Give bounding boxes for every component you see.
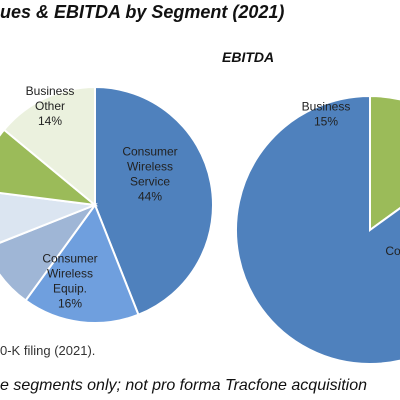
ebitda-pie-title: EBITDA — [222, 49, 275, 65]
footnote: e segments only; not pro forma Tracfone … — [0, 377, 367, 394]
pie2-slice-0 — [369, 94, 400, 232]
pie1-slice-2 — [0, 202, 98, 302]
pie1-slice-5 — [2, 85, 96, 208]
pie1-slice-3 — [0, 191, 96, 244]
pie2-slice-0-label: Business 15% — [302, 100, 351, 129]
pie2-slice-1-label: Co — [385, 244, 400, 258]
pie1-slice-1 — [24, 202, 140, 324]
pie1-slice-0 — [94, 85, 215, 317]
ebitda-pie: Business 15% Co — [235, 94, 400, 365]
pie1-slice-1-label: Consumer Wireless Equip. 16% — [42, 252, 97, 311]
source-note: 0-K filing (2021). — [0, 343, 96, 358]
pie1-slice-5-label: Business Other 14% — [26, 84, 75, 128]
chart-title: ues & EBITDA by Segment (2021) — [0, 2, 285, 22]
revenue-pie: Consumer Wireless Service 44% Consumer Wirele… — [0, 84, 215, 324]
pie2-slice-1 — [235, 94, 400, 365]
pie1-slice-0-label: Consumer Wireless Service 44% — [122, 145, 177, 204]
